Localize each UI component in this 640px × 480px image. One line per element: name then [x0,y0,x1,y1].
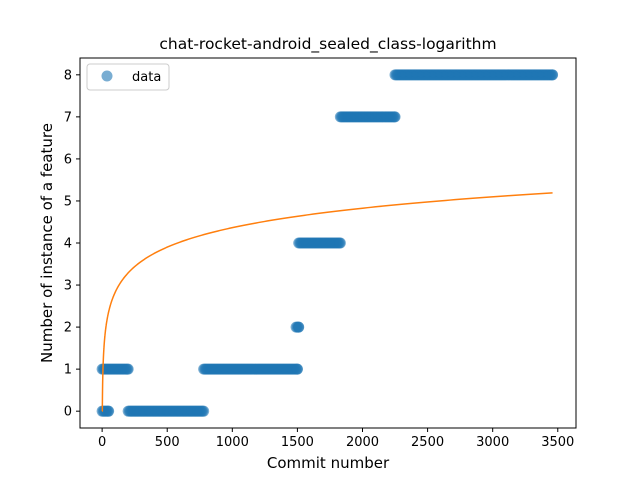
y-tick-label: 4 [64,237,72,252]
y-tick-label: 5 [64,194,72,209]
data-segment-4 [290,321,305,333]
x-tick-label: 3500 [541,435,574,450]
plot-area [96,69,559,417]
x-tick-label: 1500 [281,435,314,450]
y-axis-label: Number of instance of a feature [38,123,56,363]
y-axis: 0 1 2 3 4 5 6 7 8 [64,68,80,420]
data-segment-2 [122,405,210,417]
x-tick-label: 2500 [411,435,444,450]
legend-label-data: data [132,70,161,85]
data-point [103,405,115,417]
data-point [293,321,305,333]
y-tick-label: 8 [64,68,72,83]
data-segment-6 [334,111,401,123]
x-tick-label: 3000 [476,435,509,450]
data-point [122,363,134,375]
y-tick-label: 0 [64,405,72,420]
y-tick-label: 3 [64,279,72,294]
data-point [198,405,210,417]
legend: data [86,63,170,91]
x-axis-label: Commit number [267,454,390,472]
x-axis: 0 500 1000 1500 2000 2500 3000 3500 [98,428,574,450]
data-point [334,237,346,249]
y-tick-label: 7 [64,110,72,125]
data-segment-5 [293,237,346,249]
legend-marker-data [101,70,113,82]
chart-title: chat-rocket-android_sealed_class-logarit… [159,35,496,54]
data-segment-1 [96,405,115,417]
x-tick-label: 1000 [216,435,249,450]
fit-line [101,192,553,412]
data-segment-0 [96,363,134,375]
legend-box [86,63,170,91]
data-point [291,363,303,375]
y-tick-label: 6 [64,152,72,167]
data-point [547,69,559,81]
y-tick-label: 1 [64,363,72,378]
y-tick-label: 2 [64,321,72,336]
data-point [389,111,401,123]
data-segment-3 [198,363,303,375]
x-tick-label: 500 [155,435,180,450]
data-segment-7 [389,69,559,81]
x-tick-label: 2000 [346,435,379,450]
x-tick-label: 0 [98,435,106,450]
